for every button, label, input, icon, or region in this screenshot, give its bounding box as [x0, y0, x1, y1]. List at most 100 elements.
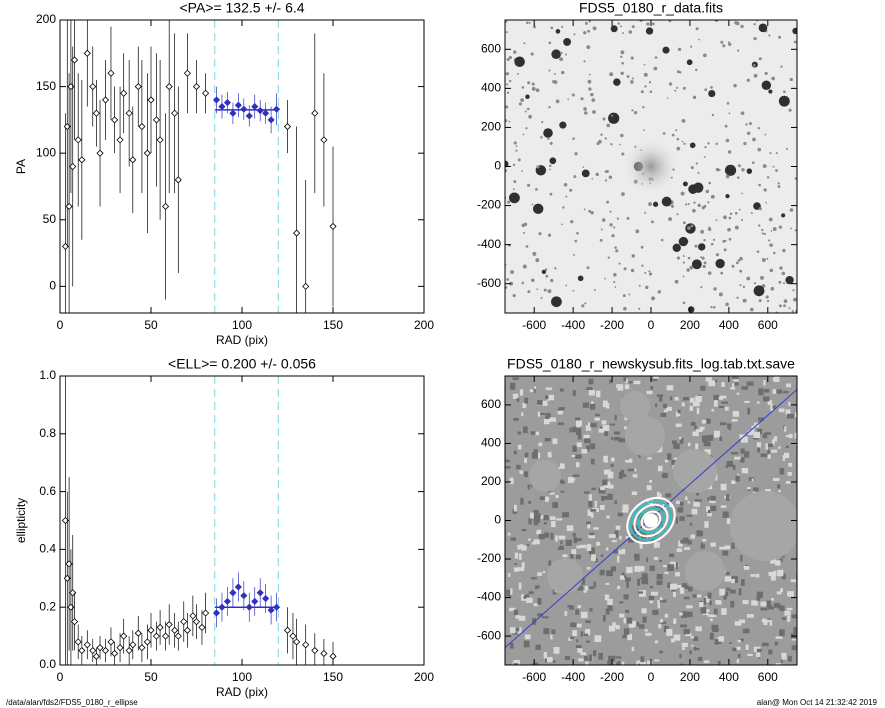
noise — [530, 512, 534, 519]
noise — [599, 505, 605, 510]
plot-area — [505, 376, 797, 665]
noise — [689, 397, 695, 403]
star — [672, 243, 681, 252]
star — [633, 111, 638, 115]
noise — [537, 400, 543, 405]
star — [592, 26, 597, 31]
mask — [625, 416, 665, 456]
star — [508, 120, 511, 123]
noise — [695, 395, 702, 402]
plot-area — [61, 20, 337, 313]
star — [704, 146, 707, 149]
star — [611, 114, 614, 117]
noise — [709, 600, 712, 606]
star — [543, 128, 553, 138]
noise — [575, 462, 580, 468]
point — [251, 103, 259, 111]
star — [548, 41, 552, 45]
star — [551, 296, 562, 308]
star — [524, 110, 527, 113]
point — [293, 638, 301, 646]
noise — [578, 658, 584, 662]
point — [152, 632, 161, 640]
noise — [673, 457, 679, 460]
star — [782, 248, 786, 253]
noise — [736, 392, 740, 395]
noise — [614, 414, 617, 421]
noise — [666, 385, 674, 391]
star — [611, 234, 615, 238]
star — [734, 21, 738, 25]
star — [691, 259, 702, 270]
noise — [767, 449, 770, 455]
star — [666, 97, 669, 99]
y-tick-label: 0.6 — [39, 484, 56, 498]
noise — [505, 465, 511, 469]
noise — [579, 544, 587, 549]
noise — [659, 396, 663, 402]
star — [533, 25, 536, 29]
noise — [607, 605, 613, 611]
star — [769, 243, 773, 247]
noise — [716, 641, 722, 645]
point — [96, 644, 104, 652]
point — [143, 149, 151, 157]
noise — [653, 542, 660, 548]
point — [116, 136, 124, 144]
star — [741, 219, 744, 222]
point — [156, 623, 164, 631]
noise — [755, 573, 760, 578]
noise — [521, 562, 525, 569]
noise — [570, 622, 577, 628]
star — [760, 275, 764, 280]
star — [572, 137, 575, 140]
star — [584, 21, 589, 25]
noise — [687, 540, 692, 545]
noise — [737, 653, 741, 658]
star — [530, 52, 534, 56]
noise — [575, 645, 582, 648]
star — [583, 208, 586, 211]
noise — [601, 420, 607, 425]
star — [692, 208, 696, 213]
star — [708, 89, 716, 98]
noise — [551, 629, 556, 635]
noise — [696, 594, 702, 598]
point — [161, 632, 170, 640]
noise — [677, 507, 684, 513]
noise — [781, 617, 786, 620]
star — [789, 77, 793, 82]
noise — [560, 490, 565, 493]
noise — [533, 509, 539, 515]
star — [521, 170, 523, 173]
noise — [538, 412, 545, 416]
star — [785, 147, 788, 151]
star — [714, 20, 719, 23]
noise — [720, 395, 727, 399]
noise — [690, 534, 696, 539]
noise — [637, 591, 643, 594]
noise — [666, 628, 673, 636]
star — [751, 161, 755, 164]
noise — [626, 581, 629, 588]
star — [614, 246, 617, 249]
noise — [717, 660, 721, 665]
star — [788, 307, 791, 310]
noise — [645, 632, 652, 636]
noise — [743, 566, 750, 570]
noise — [707, 496, 710, 501]
point — [147, 626, 155, 634]
noise — [542, 400, 548, 406]
star — [649, 90, 653, 93]
star — [705, 189, 710, 194]
noise — [533, 387, 536, 393]
star — [676, 137, 680, 141]
noise — [765, 619, 771, 623]
star — [775, 169, 778, 172]
point — [192, 618, 201, 626]
noise — [758, 388, 764, 396]
star — [606, 200, 610, 204]
star — [727, 227, 731, 232]
star — [614, 286, 617, 288]
noise — [788, 433, 793, 439]
